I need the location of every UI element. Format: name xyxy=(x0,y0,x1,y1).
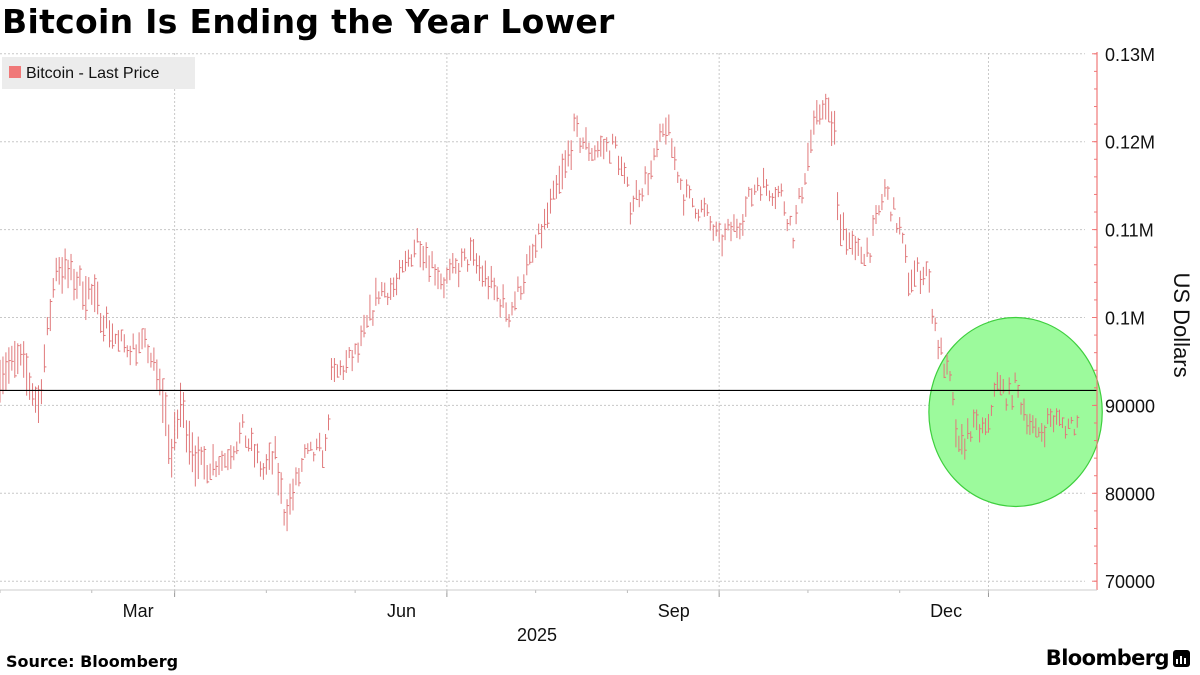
x-tick-label: Sep xyxy=(658,601,690,621)
gridlines xyxy=(0,53,1085,590)
bloomberg-terminal-icon xyxy=(1173,650,1190,667)
source-note: Source: Bloomberg xyxy=(6,652,178,671)
price-bars xyxy=(0,94,1079,531)
bloomberg-brand: Bloomberg xyxy=(1046,646,1190,670)
brand-name: Bloomberg xyxy=(1046,646,1169,670)
legend-label: Bitcoin - Last Price xyxy=(26,65,159,82)
y-tick-label: 80000 xyxy=(1105,484,1155,504)
legend: Bitcoin - Last Price xyxy=(2,57,195,89)
x-tick-label: Mar xyxy=(123,601,154,621)
y-tick-label: 90000 xyxy=(1105,396,1155,416)
x-tick-label: Jun xyxy=(387,601,416,621)
highlight-circle xyxy=(929,318,1102,507)
y-axis-title: US Dollars xyxy=(1169,272,1194,377)
y-tick-label: 0.12M xyxy=(1105,133,1155,153)
y-tick-label: 0.1M xyxy=(1105,309,1145,329)
y-tick-label: 0.11M xyxy=(1105,221,1154,241)
y-tick-label: 0.13M xyxy=(1105,45,1155,65)
x-tick-label: Dec xyxy=(930,601,962,621)
y-tick-label: 70000 xyxy=(1105,572,1155,592)
legend-swatch xyxy=(9,66,21,78)
x-year-label: 2025 xyxy=(517,625,557,645)
highlight-layer xyxy=(929,318,1102,507)
